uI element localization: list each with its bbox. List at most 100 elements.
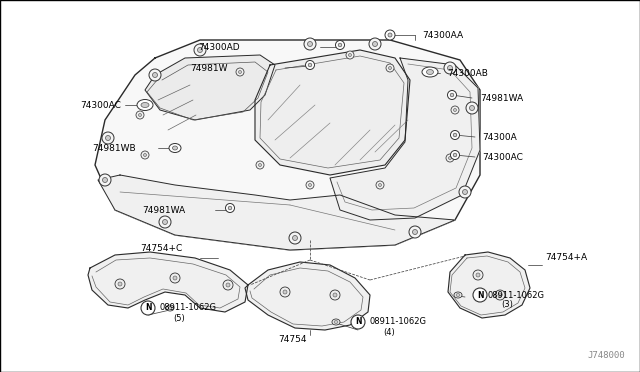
Circle shape (159, 216, 171, 228)
Circle shape (225, 203, 234, 212)
Text: (4): (4) (383, 327, 395, 337)
Circle shape (99, 174, 111, 186)
Circle shape (149, 69, 161, 81)
Circle shape (136, 111, 144, 119)
Circle shape (308, 63, 312, 67)
Text: 74300AA: 74300AA (422, 31, 463, 39)
Circle shape (236, 68, 244, 76)
Ellipse shape (454, 292, 462, 298)
Circle shape (118, 282, 122, 286)
Circle shape (409, 226, 421, 238)
Text: 74981W: 74981W (191, 64, 228, 73)
Circle shape (349, 54, 351, 57)
Polygon shape (330, 58, 480, 220)
Circle shape (170, 273, 180, 283)
Ellipse shape (173, 146, 177, 150)
Circle shape (444, 62, 456, 74)
Text: 74300AB: 74300AB (447, 68, 488, 77)
Circle shape (223, 280, 233, 290)
Text: 74300AC: 74300AC (482, 153, 523, 161)
Circle shape (473, 288, 487, 302)
Text: 08911-1062G: 08911-1062G (370, 317, 427, 327)
Circle shape (138, 113, 141, 116)
Circle shape (495, 290, 505, 300)
Circle shape (451, 151, 460, 160)
Text: 74754: 74754 (278, 336, 307, 344)
Text: 74981WA: 74981WA (142, 205, 185, 215)
Circle shape (473, 270, 483, 280)
Polygon shape (255, 50, 410, 175)
Polygon shape (98, 175, 455, 250)
Text: 74981WB: 74981WB (92, 144, 136, 153)
Circle shape (459, 186, 471, 198)
Circle shape (466, 102, 478, 114)
Circle shape (152, 73, 157, 77)
Text: N: N (477, 291, 483, 299)
Text: 08911-1062G: 08911-1062G (160, 304, 217, 312)
Polygon shape (245, 262, 370, 330)
Circle shape (453, 153, 457, 157)
Circle shape (283, 290, 287, 294)
Circle shape (447, 65, 452, 71)
Ellipse shape (168, 307, 172, 310)
Text: N: N (355, 317, 361, 327)
Circle shape (333, 293, 337, 297)
Text: 74754+C: 74754+C (140, 244, 182, 253)
Circle shape (346, 51, 354, 59)
Circle shape (228, 206, 232, 210)
Text: 74300AD: 74300AD (198, 42, 240, 51)
Circle shape (106, 135, 111, 141)
Circle shape (198, 48, 202, 52)
Circle shape (289, 232, 301, 244)
Text: 74754+A: 74754+A (545, 253, 587, 263)
Polygon shape (95, 40, 480, 250)
Circle shape (376, 181, 384, 189)
Text: 74300A: 74300A (482, 132, 516, 141)
Circle shape (115, 279, 125, 289)
Circle shape (259, 164, 262, 167)
Circle shape (451, 131, 460, 140)
Circle shape (280, 287, 290, 297)
Text: (5): (5) (173, 314, 185, 323)
Circle shape (372, 42, 378, 46)
Circle shape (449, 157, 451, 160)
Circle shape (141, 151, 149, 159)
Circle shape (447, 90, 456, 99)
Circle shape (163, 219, 168, 224)
Circle shape (386, 64, 394, 72)
Circle shape (351, 315, 365, 329)
Circle shape (470, 106, 474, 110)
Circle shape (498, 293, 502, 297)
Circle shape (304, 38, 316, 50)
Circle shape (330, 290, 340, 300)
Circle shape (463, 189, 467, 195)
Ellipse shape (137, 99, 153, 110)
Circle shape (369, 38, 381, 50)
Text: J748000: J748000 (588, 351, 625, 360)
Circle shape (446, 154, 454, 162)
Text: (3): (3) (501, 301, 513, 310)
Circle shape (143, 154, 147, 157)
Circle shape (307, 42, 312, 46)
Circle shape (226, 283, 230, 287)
Circle shape (450, 93, 454, 97)
Circle shape (102, 177, 108, 183)
Ellipse shape (141, 103, 149, 108)
Circle shape (378, 183, 381, 186)
Ellipse shape (334, 321, 338, 324)
Circle shape (453, 133, 457, 137)
Text: N: N (145, 304, 151, 312)
Circle shape (388, 67, 392, 70)
Ellipse shape (426, 70, 433, 74)
Circle shape (388, 33, 392, 37)
Circle shape (305, 61, 314, 70)
Circle shape (385, 30, 395, 40)
Circle shape (256, 161, 264, 169)
Polygon shape (448, 252, 530, 318)
Ellipse shape (422, 67, 438, 77)
Ellipse shape (169, 144, 181, 153)
Circle shape (173, 276, 177, 280)
Circle shape (335, 41, 344, 49)
Circle shape (451, 106, 459, 114)
Circle shape (194, 44, 206, 56)
